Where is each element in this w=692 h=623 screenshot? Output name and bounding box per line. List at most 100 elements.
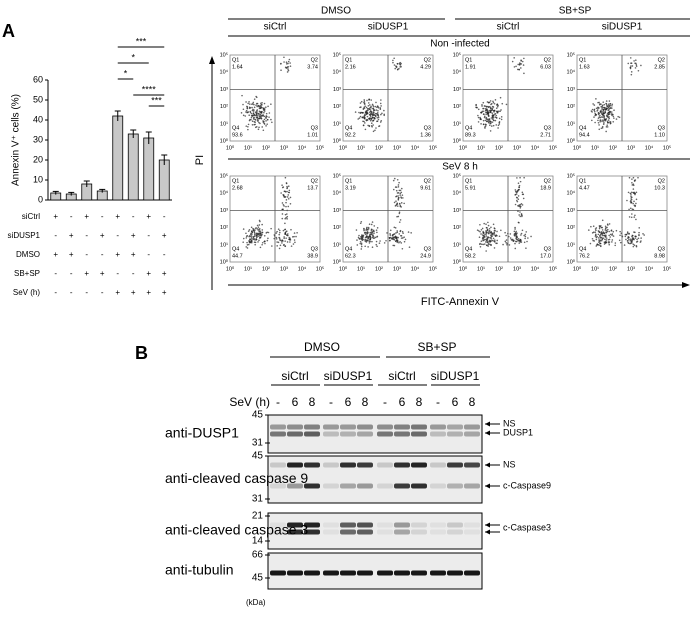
event-dot [377, 105, 379, 108]
event-dot [496, 239, 499, 242]
event-dot [378, 125, 380, 128]
event-dot [485, 116, 488, 119]
event-dot [275, 238, 278, 240]
quadrant-value: 2.68 [232, 185, 243, 191]
event-dot [279, 244, 282, 247]
event-dot [270, 227, 272, 230]
event-dot [629, 238, 632, 240]
event-dot [242, 237, 245, 240]
event-dot [605, 107, 608, 110]
x-tick-label: 10⁰ [459, 265, 468, 272]
band [430, 424, 446, 430]
event-dot [606, 115, 609, 118]
band [447, 424, 463, 430]
event-dot [612, 230, 615, 233]
event-dot [489, 124, 491, 127]
event-dot [598, 241, 600, 243]
event-dot [486, 105, 488, 108]
event-dot [497, 124, 500, 127]
event-dot [598, 227, 601, 230]
event-dot [627, 236, 630, 238]
event-dot [289, 196, 292, 199]
event-dot [380, 105, 382, 107]
event-dot [605, 100, 608, 102]
event-dot [608, 115, 610, 118]
condition-mark: - [85, 288, 88, 297]
event-dot [397, 186, 400, 188]
event-dot [483, 243, 486, 245]
event-dot [482, 123, 485, 126]
quadrant-name: Q4 [579, 246, 586, 252]
x-tick-label: 10⁵ [663, 144, 671, 151]
event-dot [248, 101, 250, 103]
event-dot [398, 221, 401, 223]
event-dot [520, 202, 523, 205]
event-dot [377, 118, 380, 121]
condition-mark: + [100, 231, 105, 240]
event-dot [251, 103, 253, 106]
event-dot [612, 235, 615, 237]
x-tick-label: 10⁴ [531, 265, 540, 272]
quadrant-value: 38.9 [307, 253, 318, 259]
event-dot [256, 228, 259, 230]
event-dot [253, 114, 256, 116]
event-dot [399, 194, 401, 196]
event-dot [603, 241, 606, 243]
event-dot [486, 120, 488, 123]
event-dot [377, 116, 380, 119]
event-dot [604, 111, 607, 114]
band [464, 431, 480, 437]
event-dot [285, 237, 287, 239]
event-dot [400, 237, 403, 239]
event-dot [262, 129, 265, 132]
event-dot [367, 226, 370, 229]
event-dot [284, 245, 286, 248]
event-dot [509, 233, 512, 235]
event-dot [601, 229, 604, 231]
event-dot [397, 195, 399, 197]
event-dot [286, 215, 289, 218]
event-dot [627, 62, 630, 65]
event-dot [255, 95, 257, 98]
event-dot [258, 235, 260, 238]
event-dot [287, 62, 289, 65]
event-dot [271, 121, 273, 124]
event-dot [372, 111, 375, 113]
event-dot [631, 213, 633, 215]
band [340, 462, 356, 468]
event-dot [487, 113, 490, 115]
event-dot [360, 100, 363, 103]
event-dot [258, 239, 260, 242]
event-dot [261, 243, 263, 246]
column-header: siCtrl [264, 22, 287, 33]
event-dot [370, 122, 373, 124]
event-dot [258, 234, 260, 236]
event-dot [363, 99, 366, 101]
event-dot [482, 239, 484, 242]
event-dot [263, 120, 265, 123]
event-dot [603, 103, 606, 106]
x-tick-label: 10³ [393, 266, 401, 272]
event-dot [485, 250, 487, 252]
x-tick-label: 10¹ [244, 145, 252, 151]
event-dot [252, 235, 255, 238]
event-dot [602, 120, 605, 122]
event-dot [601, 234, 604, 237]
event-dot [365, 106, 368, 109]
group-header: DMSO [321, 6, 351, 17]
event-dot [599, 244, 602, 247]
event-dot [286, 196, 289, 198]
event-dot [285, 63, 288, 65]
band [270, 431, 286, 437]
event-dot [251, 240, 253, 242]
event-dot [359, 222, 362, 225]
event-dot [518, 184, 521, 187]
condition-mark: + [146, 212, 151, 221]
event-dot [605, 130, 607, 133]
quadrant-value: 2.16 [345, 64, 356, 70]
event-dot [627, 242, 630, 245]
event-dot [265, 106, 267, 109]
event-dot [371, 246, 374, 248]
event-dot [600, 230, 603, 233]
event-dot [395, 65, 397, 67]
